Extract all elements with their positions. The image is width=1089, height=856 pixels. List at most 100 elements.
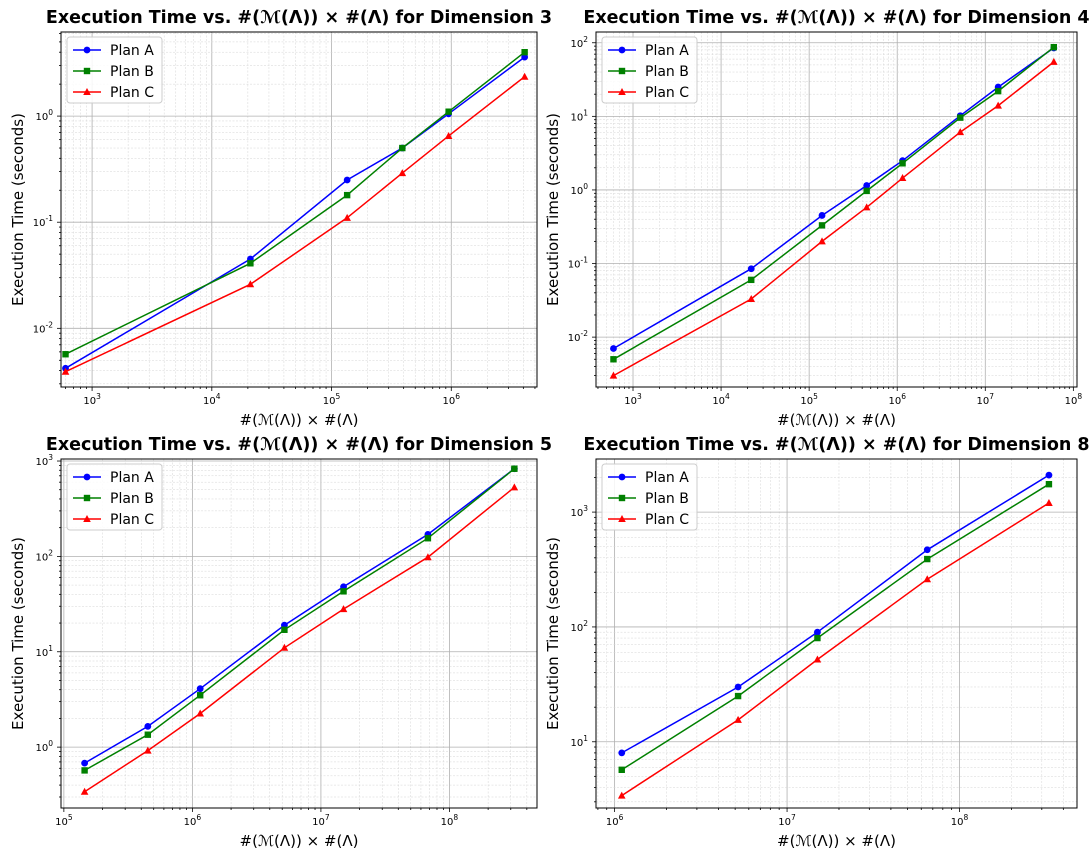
x-tick-label: 106 (606, 813, 624, 828)
data-point-square (62, 351, 69, 358)
y-tick-label: 102 (35, 548, 53, 563)
data-point-triangle (1045, 499, 1053, 507)
series-plan-c (609, 57, 1058, 379)
x-tick-label: 104 (712, 392, 730, 407)
series-plan-c (617, 499, 1053, 799)
data-point-circle (196, 685, 204, 693)
gridlines (61, 459, 537, 808)
data-point-square (899, 160, 906, 167)
data-point-triangle (83, 515, 91, 522)
y-tick-label: 101 (570, 734, 588, 749)
series-plan-b (81, 465, 518, 774)
x-tick-label: 105 (323, 392, 341, 407)
data-point-square (247, 260, 254, 267)
legend-label: Plan C (110, 85, 154, 101)
chart-title: Execution Time vs. #(ℳ(Λ)) × #(Λ) for Di… (583, 435, 1089, 455)
data-point-triangle (617, 791, 626, 799)
data-point-circle (734, 683, 742, 691)
data-point-triangle (813, 655, 822, 663)
x-tick-label: 107 (312, 813, 330, 828)
data-point-square (994, 87, 1002, 95)
x-axis-label: #(ℳ(Λ)) × #(Λ) (777, 832, 896, 850)
x-tick-label: 108 (441, 813, 459, 828)
data-point-triangle (280, 643, 289, 651)
data-point-circle (610, 345, 617, 352)
data-point-square (748, 276, 755, 284)
data-point-square (281, 626, 288, 633)
legend-label: Plan A (645, 43, 689, 59)
data-point-triangle (196, 709, 204, 717)
legend: Plan A Plan B Plan C (601, 463, 698, 531)
data-point-triangle (61, 367, 70, 375)
x-tick-label: 103 (624, 392, 642, 407)
legend-label: Plan C (110, 512, 154, 528)
data-point-square (81, 767, 88, 774)
data-point-circle (83, 46, 91, 54)
data-point-triangle (956, 128, 965, 136)
x-tick-label: 104 (203, 392, 221, 407)
legend-label: Plan A (110, 43, 154, 59)
data-point-triangle (898, 174, 907, 182)
data-point-triangle (747, 294, 756, 302)
data-point-square (1050, 44, 1058, 51)
legend-label: Plan A (645, 470, 689, 486)
data-point-square (343, 191, 351, 199)
data-point-square (618, 494, 626, 502)
legend-label: Plan C (645, 85, 689, 101)
data-point-square (340, 588, 347, 595)
data-point-triangle (80, 787, 89, 795)
x-tick-label: 106 (888, 392, 906, 407)
axes-frame (60, 31, 538, 388)
data-point-triangle (609, 371, 618, 379)
data-point-triangle (734, 715, 742, 723)
data-point-square (814, 634, 821, 642)
series-plan-b (618, 480, 1053, 774)
series-plan-b (610, 44, 1058, 363)
x-tick-label: 106 (184, 813, 202, 828)
data-point-square (83, 67, 91, 75)
data-point-triangle (510, 483, 519, 491)
data-point-triangle (618, 88, 626, 95)
data-point-triangle (994, 101, 1002, 109)
y-tick-label: 10-2 (33, 320, 53, 335)
data-point-triangle (144, 746, 152, 754)
data-point-circle (818, 212, 826, 219)
y-tick-label: 100 (35, 108, 53, 123)
y-tick-label: 102 (570, 35, 588, 50)
data-point-square (1045, 480, 1053, 488)
data-point-square (618, 67, 626, 75)
y-axis-label: Execution Time (seconds) (9, 113, 27, 306)
legend-box (66, 463, 163, 531)
data-point-square (618, 766, 625, 774)
x-axis-label: #(ℳ(Λ)) × #(Λ) (777, 411, 896, 429)
data-point-square (610, 356, 617, 363)
data-point-circle (618, 749, 626, 757)
data-point-square (818, 222, 826, 229)
y-tick-label: 10-1 (568, 256, 588, 271)
chart-panel-dim-8: 106 107 108 101 102 103 Execution Time vs. #(ℳ… (544, 435, 1089, 850)
data-point-square (734, 692, 742, 700)
data-point-circle (814, 628, 821, 636)
data-point-circle (747, 265, 755, 273)
data-point-square (424, 535, 432, 542)
data-point-square (399, 144, 406, 152)
chart-panel-dim-3: 103 104 105 106 10-2 10-1 100 Execution Time vs… (9, 8, 552, 429)
series-line (613, 47, 1055, 350)
series-plan-c (61, 72, 529, 375)
y-tick-label: 103 (35, 453, 53, 468)
chart-title: Execution Time vs. #(ℳ(Λ)) × #(Λ) for Di… (583, 8, 1089, 28)
data-point-triangle (339, 605, 348, 613)
x-tick-label: 107 (778, 813, 796, 828)
legend-box (601, 36, 698, 104)
data-point-square (83, 494, 91, 502)
gridlines (61, 32, 537, 387)
data-point-circle (863, 182, 871, 189)
data-point-triangle (444, 131, 453, 139)
data-point-square (957, 114, 964, 121)
axes-frame (595, 458, 1078, 809)
y-axis-label: Execution Time (seconds) (544, 537, 562, 730)
series-plan-a (618, 471, 1053, 757)
legend-box (66, 36, 163, 104)
y-tick-label: 101 (35, 644, 53, 659)
